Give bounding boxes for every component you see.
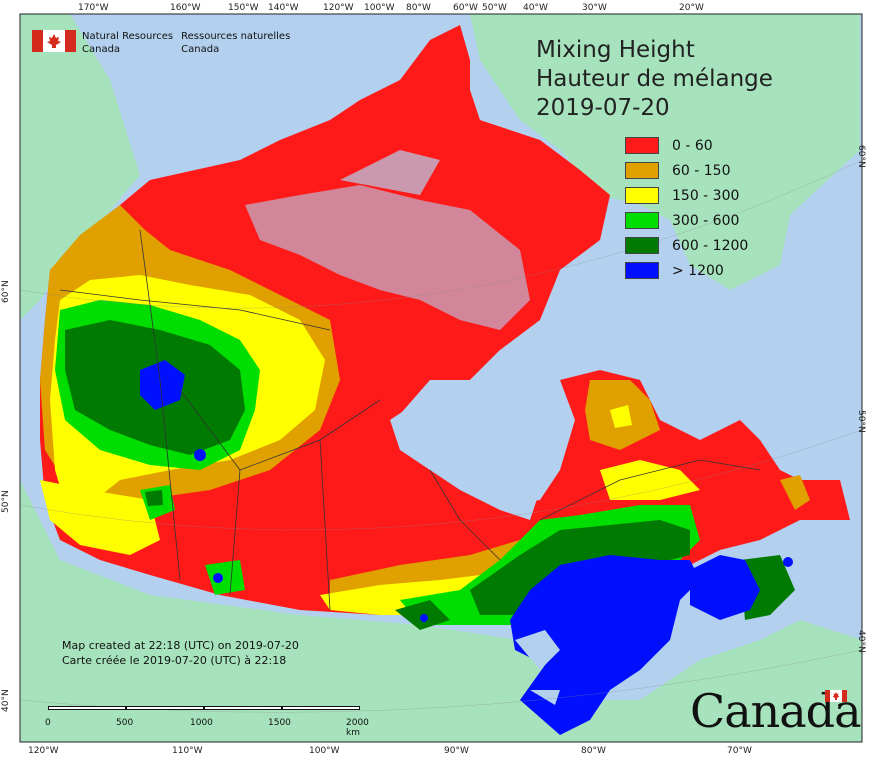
scale-label: 1000 [190, 718, 213, 728]
title-date: 2019-07-20 [536, 95, 670, 121]
legend-swatch [625, 212, 659, 229]
legend-label: 60 - 150 [672, 162, 731, 179]
agency-signature: Natural Resources Canada Ressources natu… [32, 30, 298, 56]
legend-swatch [625, 262, 659, 279]
legend-swatch [625, 237, 659, 254]
credit-fr: Carte créée le 2019-07-20 (UTC) à 22:18 [62, 654, 287, 667]
map-border [19, 13, 863, 743]
great-lakes [515, 630, 560, 670]
scale-label: 2000 km [346, 718, 369, 738]
tick-bottom: 100°W [309, 746, 340, 756]
zone-gt-1200 [194, 449, 206, 461]
legend-item: 0 - 60 [625, 133, 748, 158]
scale-segment [126, 706, 204, 710]
map-credit: Map created at 22:18 (UTC) on 2019-07-20… [62, 638, 299, 668]
tick-right: 40°N [856, 630, 866, 653]
legend-swatch [625, 162, 659, 179]
zone-300-600 [205, 560, 245, 595]
tick-bottom: 70°W [727, 746, 752, 756]
tick-top: 60°W [453, 3, 478, 13]
legend-label: > 1200 [672, 262, 724, 279]
zone-gt-1200 [213, 573, 223, 583]
legend-item: 60 - 150 [625, 158, 748, 183]
legend-swatch [625, 187, 659, 204]
hudson-bay [395, 350, 575, 505]
zone-gt-1200 [783, 557, 793, 567]
scale-segment [282, 706, 360, 710]
greenland [470, 14, 860, 290]
tick-bottom: 110°W [172, 746, 203, 756]
legend-item: > 1200 [625, 258, 748, 283]
scale-segment [48, 706, 126, 710]
alaska [20, 14, 140, 320]
zone-150-300 [600, 460, 700, 500]
agency-name-fr: Ressources naturelles Canada [181, 31, 291, 55]
tick-top: 140°W [268, 3, 299, 13]
legend: 0 - 60 60 - 150 150 - 300 300 - 600 600 - 12… [625, 133, 748, 283]
tick-top: 80°W [406, 3, 431, 13]
canada-flag-icon [32, 30, 76, 52]
zone-gt-1200 [420, 614, 428, 622]
legend-label: 600 - 1200 [672, 237, 749, 254]
scale-label: 500 [116, 718, 134, 728]
iceland [800, 25, 850, 70]
tick-left: 40°N [1, 689, 11, 712]
tick-top: 100°W [364, 3, 395, 13]
tick-top: 120°W [323, 3, 354, 13]
zone-600-1200 [740, 555, 795, 620]
agency-name-en: Natural Resources Canada [82, 31, 174, 55]
arctic-channels [245, 185, 530, 330]
zone-gt-1200 [690, 555, 760, 620]
legend-label: 0 - 60 [672, 137, 713, 154]
arctic-channels [340, 150, 440, 195]
tick-top: 40°W [523, 3, 548, 13]
scale-label: 0 [45, 718, 51, 728]
zone-60-150 [780, 475, 810, 510]
scale-segment [204, 706, 282, 710]
scale-label: 1500 [268, 718, 291, 728]
tick-right: 50°N [856, 410, 866, 433]
legend-label: 300 - 600 [672, 212, 740, 229]
title-en: Mixing Height [536, 37, 695, 63]
tick-bottom: 90°W [444, 746, 469, 756]
zone-600-1200 [145, 490, 163, 506]
tick-right: 60°N [856, 145, 866, 168]
canada-flag-icon [825, 690, 847, 702]
zone-150-300 [40, 480, 160, 555]
tick-left: 60°N [1, 280, 11, 303]
scale-bar: 0 500 1000 1500 2000 km [44, 703, 384, 738]
tick-top: 20°W [679, 3, 704, 13]
legend-item: 600 - 1200 [625, 233, 748, 258]
tick-left: 50°N [1, 490, 11, 513]
credit-en: Map created at 22:18 (UTC) on 2019-07-20 [62, 639, 299, 652]
zone-gt-1200 [140, 360, 185, 410]
legend-item: 150 - 300 [625, 183, 748, 208]
legend-label: 150 - 300 [672, 187, 740, 204]
tick-top: 170°W [78, 3, 109, 13]
legend-item: 300 - 600 [625, 208, 748, 233]
tick-top: 160°W [170, 3, 201, 13]
title-fr: Hauteur de mélange [536, 66, 773, 92]
tick-top: 150°W [228, 3, 259, 13]
great-lakes [530, 690, 560, 705]
tick-top: 50°W [482, 3, 507, 13]
map-title: Mixing Height Hauteur de mélange 2019-07… [536, 36, 773, 123]
tick-bottom: 80°W [581, 746, 606, 756]
legend-swatch [625, 137, 659, 154]
usa [20, 480, 862, 742]
province-borders [59, 229, 761, 611]
tick-top: 30°W [582, 3, 607, 13]
zone-150-300 [610, 405, 632, 428]
tick-bottom: 120°W [28, 746, 59, 756]
